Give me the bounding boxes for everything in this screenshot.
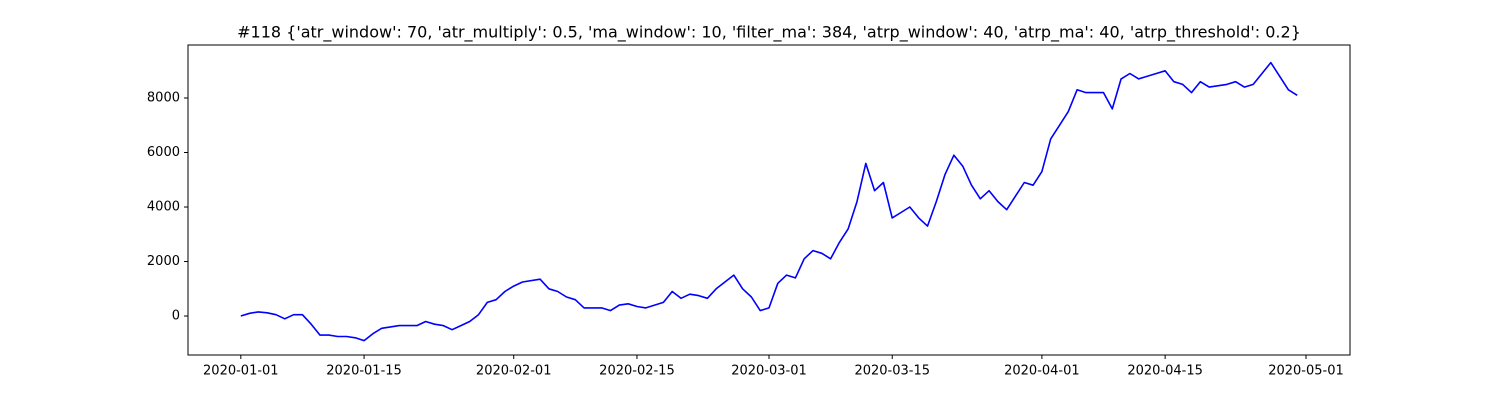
- x-tick-label: 2020-03-01: [731, 364, 807, 379]
- x-tick-label: 2020-01-01: [203, 364, 279, 379]
- chart-title: #118 {'atr_window': 70, 'atr_multiply': …: [237, 23, 1301, 43]
- plot-frame: [187, 44, 1351, 356]
- data-line: [240, 61, 1298, 342]
- x-tick-label: 2020-02-01: [476, 364, 552, 379]
- y-tick-label: 8000: [147, 91, 180, 106]
- y-tick-label: 2000: [147, 254, 180, 269]
- y-tick-label: 4000: [147, 200, 180, 215]
- y-tick-label: 0: [172, 309, 180, 324]
- x-tick-label: 2020-02-15: [599, 364, 675, 379]
- x-tick-label: 2020-01-15: [326, 364, 402, 379]
- x-tick-label: 2020-05-01: [1268, 364, 1344, 379]
- y-tick-label: 6000: [147, 145, 180, 160]
- x-tick-label: 2020-04-01: [1004, 364, 1080, 379]
- x-tick-label: 2020-03-15: [854, 364, 930, 379]
- x-tick-label: 2020-04-15: [1127, 364, 1203, 379]
